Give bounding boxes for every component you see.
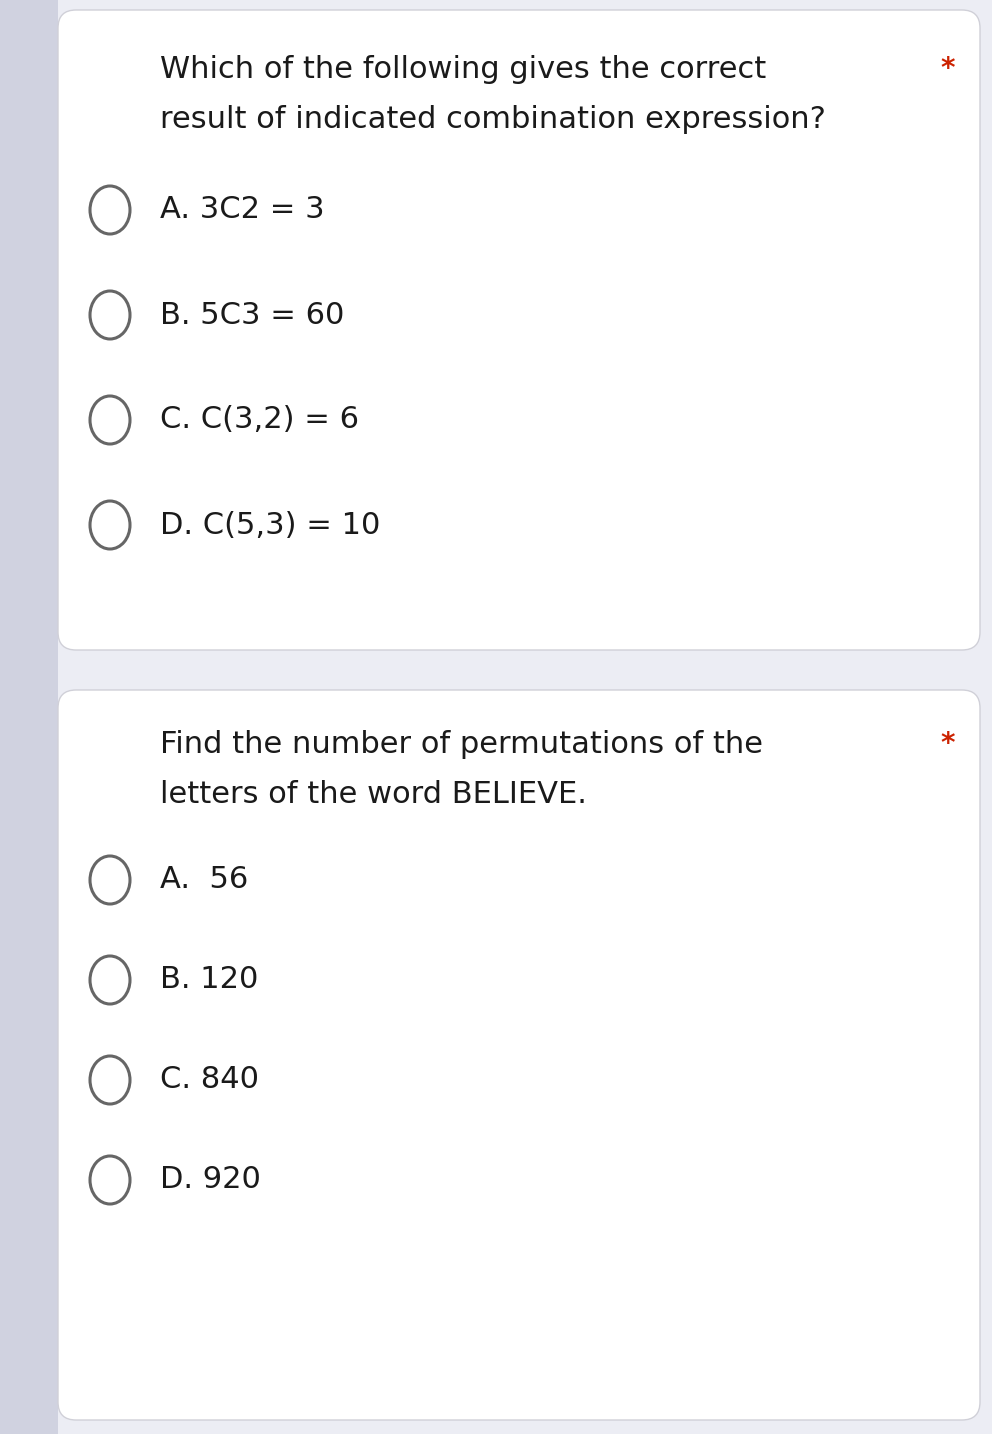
FancyBboxPatch shape xyxy=(58,10,980,650)
Text: result of indicated combination expression?: result of indicated combination expressi… xyxy=(160,105,826,133)
Bar xyxy=(0,0,58,1434)
Text: Find the number of permutations of the: Find the number of permutations of the xyxy=(160,730,763,759)
Text: D. C(5,3) = 10: D. C(5,3) = 10 xyxy=(160,511,380,539)
Ellipse shape xyxy=(90,500,130,549)
FancyBboxPatch shape xyxy=(58,690,980,1420)
Text: B. 120: B. 120 xyxy=(160,965,258,995)
Text: *: * xyxy=(940,730,954,759)
Text: B. 5C3 = 60: B. 5C3 = 60 xyxy=(160,301,344,330)
Text: letters of the word BELIEVE.: letters of the word BELIEVE. xyxy=(160,780,587,809)
Ellipse shape xyxy=(90,186,130,234)
Ellipse shape xyxy=(90,291,130,338)
Ellipse shape xyxy=(90,1055,130,1104)
Text: Which of the following gives the correct: Which of the following gives the correct xyxy=(160,54,766,85)
Text: D. 920: D. 920 xyxy=(160,1166,261,1195)
Text: A. 3C2 = 3: A. 3C2 = 3 xyxy=(160,195,324,225)
Ellipse shape xyxy=(90,956,130,1004)
Ellipse shape xyxy=(90,396,130,445)
Ellipse shape xyxy=(90,856,130,903)
Text: C. 840: C. 840 xyxy=(160,1065,259,1094)
Text: *: * xyxy=(940,54,954,83)
Text: A.  56: A. 56 xyxy=(160,866,248,895)
Ellipse shape xyxy=(90,1156,130,1205)
Text: C. C(3,2) = 6: C. C(3,2) = 6 xyxy=(160,406,359,435)
